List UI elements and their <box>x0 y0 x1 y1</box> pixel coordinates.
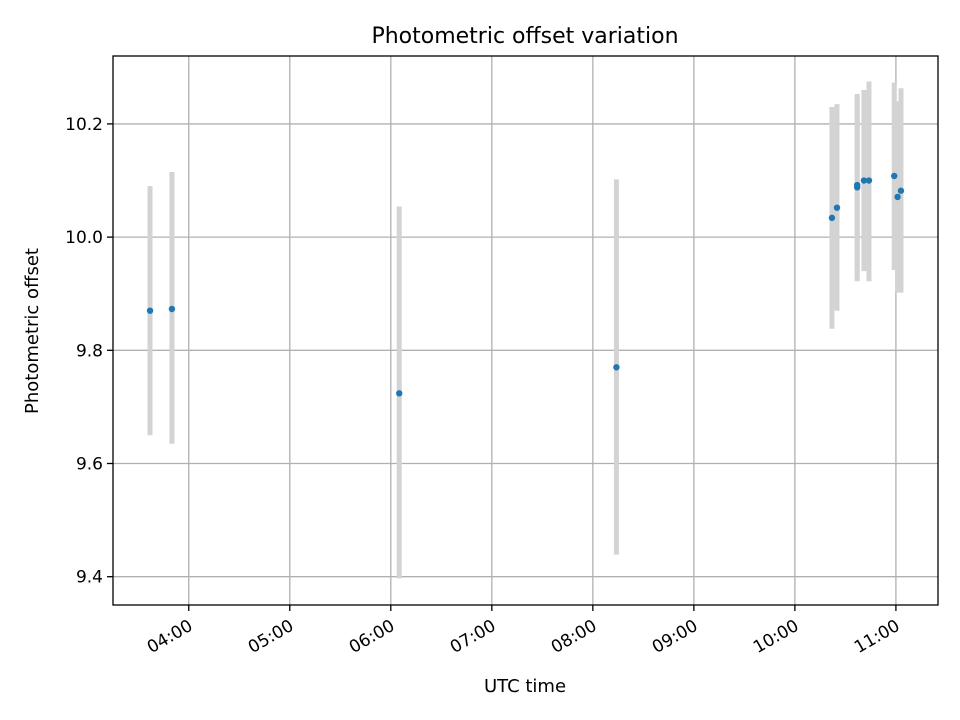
data-points <box>146 172 905 397</box>
x-axis-ticks: 04:00 05:00 06:00 07:00 08:00 09:00 10:00 11:00 <box>144 605 903 658</box>
error-bars <box>147 81 904 579</box>
grid-lines <box>113 56 938 605</box>
x-tick-label: 07:00 <box>447 616 499 658</box>
y-tick-label: 9.6 <box>76 455 103 475</box>
x-tick-label: 08:00 <box>548 616 600 658</box>
data-point <box>865 177 873 184</box>
y-tick-label: 9.8 <box>76 341 103 361</box>
x-tick-label: 05:00 <box>245 616 297 658</box>
data-point <box>853 181 861 189</box>
y-axis-ticks: 9.4 9.6 9.8 10.0 10.2 <box>65 115 113 588</box>
y-tick-label: 10.2 <box>65 115 103 135</box>
data-point <box>828 214 836 222</box>
data-point <box>891 172 898 180</box>
y-tick-label: 9.4 <box>76 568 103 588</box>
data-point <box>833 204 841 211</box>
x-tick-label: 04:00 <box>144 616 196 658</box>
data-point <box>146 307 154 314</box>
data-point <box>396 390 403 397</box>
data-point <box>860 177 868 184</box>
x-axis-label: UTC time <box>484 676 566 697</box>
data-point <box>613 364 620 371</box>
data-point <box>894 193 901 201</box>
plot-frame <box>112 55 939 606</box>
chart-title: Photometric offset variation <box>371 24 678 49</box>
x-tick-label: 09:00 <box>649 616 701 658</box>
data-point <box>897 187 905 194</box>
y-tick-label: 10.0 <box>65 228 103 248</box>
x-tick-label: 06:00 <box>346 616 398 658</box>
x-tick-label: 10:00 <box>750 616 802 658</box>
x-tick-label: 11:00 <box>851 616 903 658</box>
y-axis-label: Photometric offset <box>22 248 43 414</box>
data-point <box>168 305 176 313</box>
